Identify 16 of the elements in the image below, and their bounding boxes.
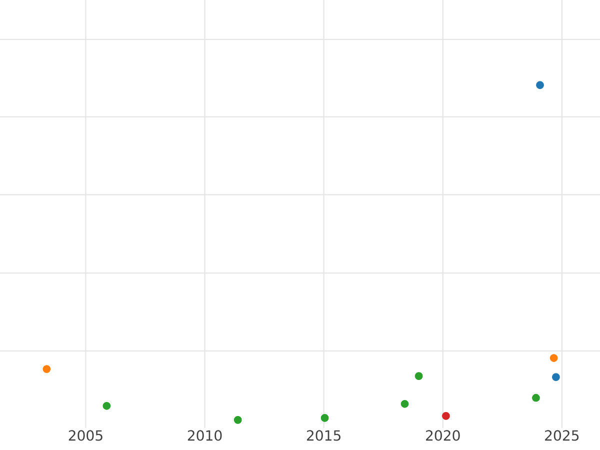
x-tick-label: 2005 xyxy=(68,430,102,441)
x-tick-label: 2025 xyxy=(545,430,579,441)
point xyxy=(102,402,111,410)
x-tick-label: 2020 xyxy=(426,430,460,441)
point xyxy=(552,373,560,382)
point xyxy=(320,414,329,422)
point xyxy=(414,372,423,380)
point xyxy=(532,394,540,402)
point xyxy=(234,416,242,424)
point xyxy=(536,81,544,89)
point xyxy=(42,365,51,373)
point xyxy=(400,400,409,408)
x-tick-label: 2010 xyxy=(188,430,222,441)
point xyxy=(550,354,558,362)
x-tick-label: 2015 xyxy=(306,430,340,441)
point xyxy=(442,412,450,420)
